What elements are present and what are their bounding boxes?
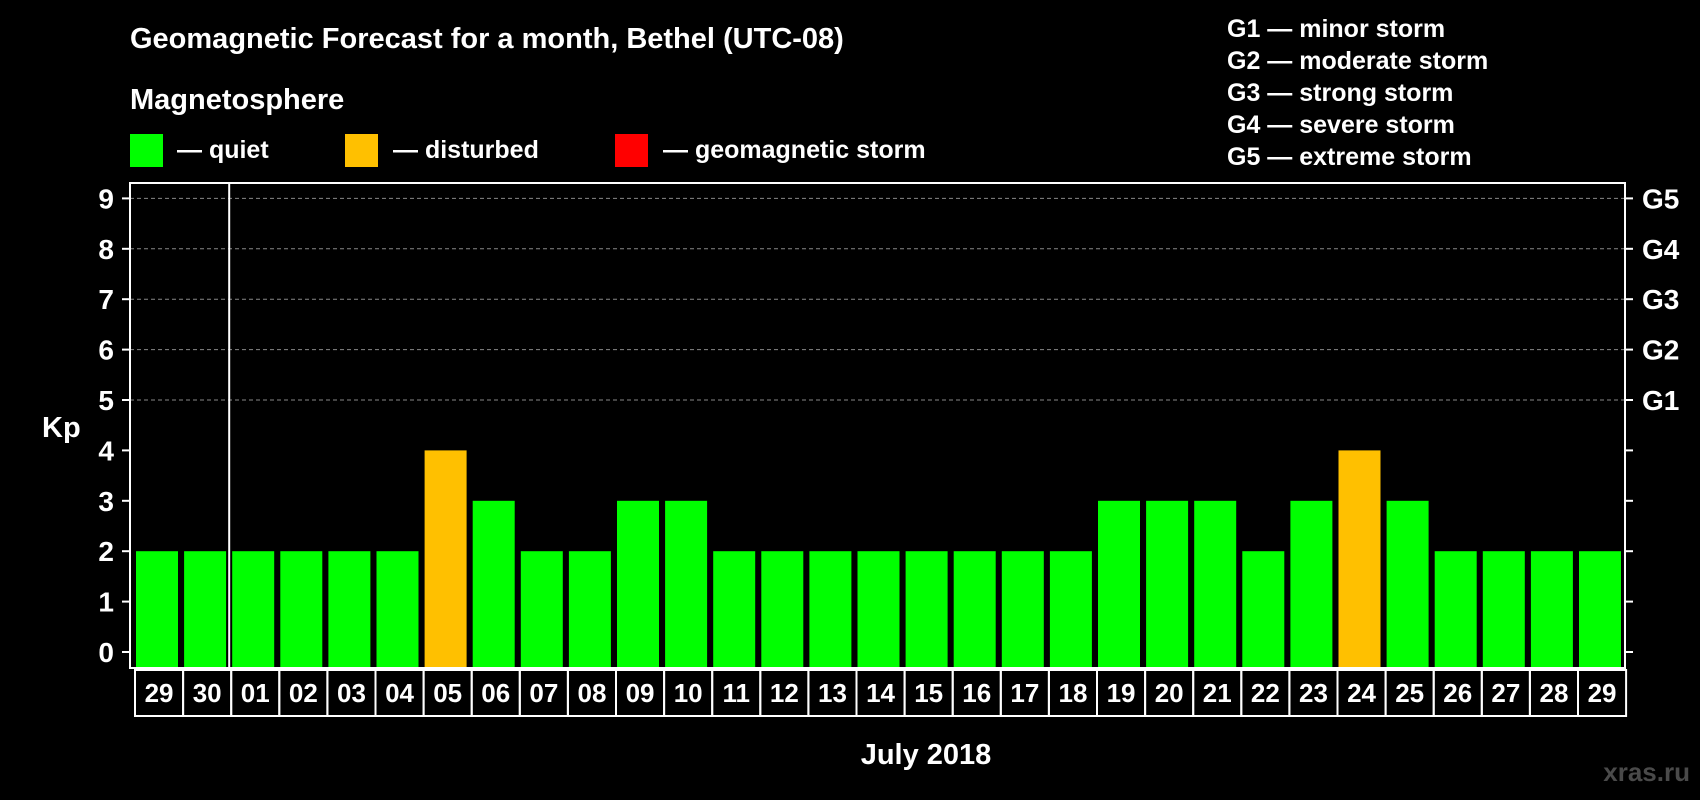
- x-tick-label-14: 13: [818, 678, 847, 708]
- x-tick-label-24: 23: [1299, 678, 1328, 708]
- bar-day-20: [1098, 500, 1140, 667]
- x-tick-label-20: 19: [1107, 678, 1136, 708]
- bar-day-23: [1242, 551, 1285, 667]
- legend-disturbed-label: — disturbed: [393, 136, 539, 164]
- legend-disturbed-swatch: [345, 134, 378, 167]
- bar-day-17: [953, 551, 996, 667]
- x-tick-label-29: 28: [1539, 678, 1568, 708]
- x-axis-label: July 2018: [861, 739, 992, 771]
- bar-day-7: [472, 500, 515, 667]
- x-tick-label-15: 14: [866, 678, 895, 708]
- bar-day-26: [1386, 500, 1429, 667]
- y-tick-label-5: 5: [98, 385, 114, 416]
- credit-watermark: xras.ru: [1603, 757, 1690, 787]
- storm-level-g3: G3 — strong storm: [1227, 79, 1453, 107]
- right-tick-label-G5: G5: [1642, 183, 1679, 214]
- y-tick-label-9: 9: [98, 183, 114, 214]
- plot-frame: [129, 182, 1626, 669]
- y-axis-label: Kp: [42, 412, 81, 444]
- bar-day-16: [905, 551, 948, 667]
- x-tick-label-25: 24: [1347, 678, 1376, 708]
- storm-level-legend: G1 — minor storm G2 — moderate storm G3 …: [1227, 15, 1488, 171]
- x-tick-label-30: 29: [1588, 678, 1617, 708]
- x-tick-label-23: 22: [1251, 678, 1280, 708]
- legend-storm-label: — geomagnetic storm: [663, 136, 926, 164]
- bar-day-3: [280, 551, 323, 667]
- y-tick-label-2: 2: [98, 536, 114, 567]
- storm-level-g5: G5 — extreme storm: [1227, 143, 1472, 171]
- bar-day-27: [1434, 551, 1477, 667]
- x-tick-label-12: 11: [723, 678, 751, 708]
- x-tick-label-3: 02: [289, 678, 318, 708]
- y-tick-label-1: 1: [98, 587, 114, 618]
- chart-title: Geomagnetic Forecast for a month, Bethel…: [130, 23, 844, 55]
- x-tick-label-2: 01: [241, 678, 270, 708]
- x-tick-label-13: 12: [770, 678, 799, 708]
- bar-day-10: [617, 500, 659, 667]
- right-tick-label-G1: G1: [1642, 385, 1679, 416]
- x-tick-label-1: 30: [193, 678, 222, 708]
- x-tick-label-6: 05: [433, 678, 462, 708]
- bar-day-2: [232, 551, 275, 667]
- legend-quiet-swatch: [130, 134, 163, 167]
- bar-day-5: [376, 551, 419, 667]
- right-tick-label-G4: G4: [1642, 234, 1680, 265]
- right-tick-label-G3: G3: [1642, 284, 1679, 315]
- bar-day-0: [136, 551, 178, 667]
- storm-level-g1: G1 — minor storm: [1227, 15, 1445, 43]
- x-tick-label-10: 09: [626, 678, 655, 708]
- bar-day-9: [568, 551, 611, 667]
- bar-day-8: [520, 551, 563, 667]
- storm-level-g2: G2 — moderate storm: [1227, 47, 1488, 75]
- x-tick-label-8: 07: [529, 678, 558, 708]
- bar-day-28: [1482, 551, 1525, 667]
- bar-day-29: [1530, 551, 1573, 667]
- right-tick-label-G2: G2: [1642, 335, 1679, 366]
- x-tick-label-27: 26: [1443, 678, 1472, 708]
- y-tick-label-0: 0: [98, 637, 114, 668]
- bar-day-22: [1194, 500, 1237, 667]
- bar-day-18: [1001, 551, 1044, 667]
- legend-quiet-label: — quiet: [177, 136, 269, 164]
- storm-level-g4: G4 — severe storm: [1227, 111, 1455, 139]
- y-tick-label-4: 4: [98, 435, 114, 466]
- y-tick-label-8: 8: [98, 234, 114, 265]
- x-tick-label-5: 04: [385, 678, 414, 708]
- x-tick-label-11: 10: [674, 678, 703, 708]
- bar-day-4: [328, 551, 371, 667]
- bar-day-24: [1290, 500, 1333, 667]
- x-tick-label-16: 15: [914, 678, 943, 708]
- x-tick-label-18: 17: [1010, 678, 1039, 708]
- bar-day-12: [713, 551, 756, 667]
- bar-day-11: [665, 500, 708, 667]
- x-tick-label-17: 16: [962, 678, 991, 708]
- legend-storm-swatch: [615, 134, 648, 167]
- x-tick-label-26: 25: [1395, 678, 1424, 708]
- bar-day-19: [1049, 551, 1092, 667]
- y-tick-label-3: 3: [98, 486, 114, 517]
- bar-day-15: [857, 551, 900, 667]
- x-tick-label-7: 06: [481, 678, 510, 708]
- bar-day-13: [761, 551, 804, 667]
- x-tick-label-4: 03: [337, 678, 366, 708]
- x-tick-label-22: 21: [1203, 678, 1232, 708]
- bar-day-25: [1338, 450, 1381, 667]
- x-tick-label-19: 18: [1058, 678, 1087, 708]
- bar-day-14: [809, 551, 852, 667]
- bar-day-6: [424, 450, 467, 667]
- x-tick-label-0: 29: [145, 678, 174, 708]
- x-tick-label-21: 20: [1155, 678, 1184, 708]
- date-cell-30: [1577, 669, 1628, 717]
- bar-day-1: [184, 551, 227, 667]
- x-tick-label-9: 08: [577, 678, 606, 708]
- x-tick-label-28: 27: [1491, 678, 1520, 708]
- y-tick-label-7: 7: [98, 284, 114, 315]
- y-tick-label-6: 6: [98, 335, 114, 366]
- bar-day-21: [1146, 500, 1189, 667]
- chart-subtitle: Magnetosphere: [130, 84, 344, 116]
- legend: — quiet — disturbed — geomagnetic storm: [130, 134, 926, 167]
- bar-day-30: [1579, 551, 1621, 667]
